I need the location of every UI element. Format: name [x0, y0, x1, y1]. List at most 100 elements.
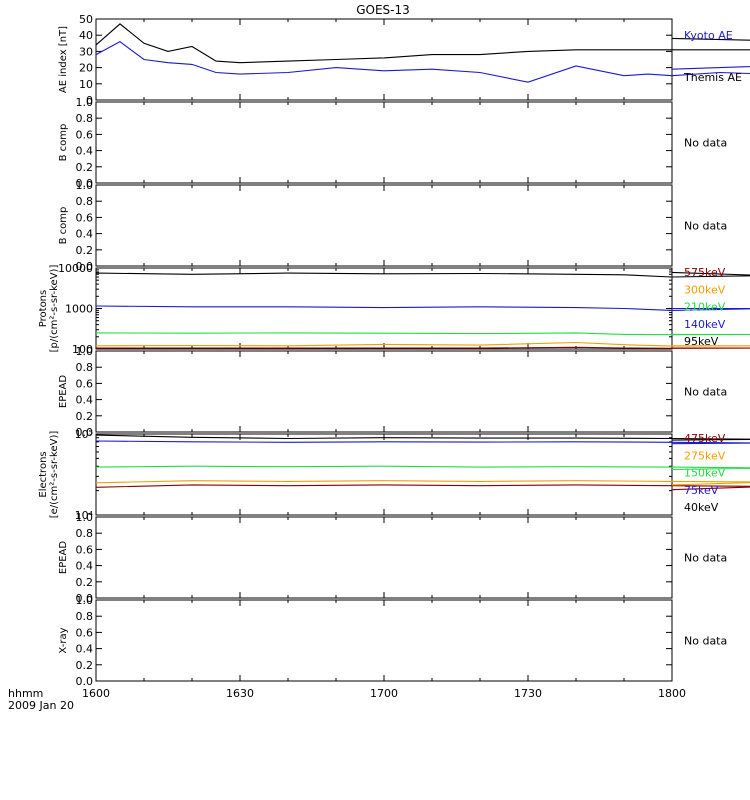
series-line-themis-ae	[95, 23, 750, 64]
x-tick-label: 1730	[514, 687, 542, 700]
series-line-95kev	[95, 271, 750, 278]
series-line-75kev	[95, 440, 750, 445]
legend-75kev: 75keV	[684, 484, 719, 497]
no-data-label: No data	[684, 137, 727, 150]
no-data-label: No data	[684, 635, 727, 648]
panel-frame	[95, 350, 673, 433]
y-tick-label: 1.0	[76, 511, 94, 524]
y-tick-label: 40	[79, 29, 93, 42]
y-tick-label: 10	[79, 78, 93, 91]
panel-xray: 0.0 0.2 0.4 0.6 0.8 1.0 X-ray No data	[58, 594, 727, 688]
legend-275kev: 275keV	[684, 449, 726, 462]
panel-ae: 0 10 20 30 40 50 AE index [nT] Kyoto AE Themis A…	[58, 13, 750, 107]
y-tick-label: 30	[79, 45, 93, 58]
panel-frame	[95, 101, 673, 184]
legend-themis-ae: Themis AE	[683, 71, 742, 84]
y-tick-label: 0.8	[76, 527, 94, 540]
no-data-label: No data	[684, 220, 727, 233]
legend-140kev: 140keV	[684, 318, 726, 331]
series-line-300kev	[95, 341, 750, 347]
legend-475kev: 475keV	[684, 432, 726, 445]
legend-575kev: 575keV	[684, 266, 726, 279]
panel-electrons: 10⁴ 10⁵ Electrons[e/(cm²-s-sr-keV)] 475keV 2…	[38, 428, 750, 522]
series-line-kyoto-ae	[95, 41, 750, 83]
y-tick-label: 10000	[58, 262, 93, 275]
series-line-575kev	[96, 346, 750, 349]
y-axis-label: X-ray	[58, 627, 69, 653]
panel-frame	[95, 18, 673, 101]
panel-frame	[95, 433, 673, 516]
y-tick-label: 0.6	[76, 626, 94, 639]
chart-title: GOES-13	[356, 3, 410, 17]
series-line-210kev	[95, 332, 750, 336]
y-tick-label: 0.8	[76, 112, 94, 125]
legend-210kev: 210keV	[684, 301, 726, 314]
date-label: 2009 Jan 20	[8, 699, 74, 712]
x-tick-label: 1800	[658, 687, 686, 700]
y-tick-label: 1000	[65, 303, 93, 316]
y-tick-label: 10⁴	[75, 509, 94, 522]
y-tick-label: 0.6	[76, 128, 94, 141]
legend-40kev: 40keV	[684, 501, 719, 514]
y-tick-label: 50	[79, 13, 93, 26]
y-axis-label: EPEAD	[58, 375, 69, 409]
time-unit-label: hhmm	[8, 687, 43, 700]
y-tick-label: 0.0	[76, 260, 94, 273]
y-tick-label: 100	[72, 343, 93, 356]
panel-frame	[95, 516, 673, 599]
y-tick-label: 0.2	[76, 659, 94, 672]
panel-epead1: 0.0 0.2 0.4 0.6 0.8 1.0 EPEAD No data	[58, 345, 727, 439]
panels: 0 10 20 30 40 50 AE index [nT] Kyoto AE Themis A…	[38, 13, 750, 688]
y-axis-label: EPEAD	[58, 541, 69, 575]
y-tick-label: 0.8	[76, 195, 94, 208]
y-tick-label: 0.4	[76, 394, 94, 407]
y-tick-label: 0.0	[76, 426, 94, 439]
y-tick-label: 0	[86, 94, 93, 107]
legend-kyoto-ae: Kyoto AE	[684, 29, 733, 42]
y-tick-label: 0.8	[76, 610, 94, 623]
y-tick-label: 0.6	[76, 543, 94, 556]
y-tick-label: 0.2	[76, 244, 94, 257]
series-line-40kev	[95, 434, 750, 441]
y-tick-label: 0.4	[76, 560, 94, 573]
legend-150kev: 150keV	[684, 467, 726, 480]
y-tick-label: 0.4	[76, 228, 94, 241]
series-line-150kev	[95, 465, 750, 471]
y-tick-label: 0.2	[76, 410, 94, 423]
panel-bcomp2: 0.0 0.2 0.4 0.6 0.8 1.0 B comp No data	[58, 179, 727, 273]
y-tick-label: 0.0	[76, 675, 94, 688]
legend-95kev: 95keV	[684, 335, 719, 348]
panel-frame	[95, 184, 673, 267]
y-tick-label: 0.4	[76, 145, 94, 158]
x-tick-label: 1630	[226, 687, 254, 700]
series-line-275kev	[95, 480, 750, 486]
y-tick-label: 20	[79, 62, 93, 75]
y-tick-label: 1.0	[76, 345, 94, 358]
y-tick-label: 10⁵	[75, 428, 93, 441]
y-tick-label: 1.0	[76, 594, 94, 607]
panel-bcomp1: 0.0 0.2 0.4 0.6 0.8 1.0 B comp No data	[58, 96, 727, 190]
y-tick-label: 1.0	[76, 96, 94, 109]
series-line-475kev	[95, 484, 750, 491]
y-axis-label: B comp	[58, 124, 69, 162]
x-tick-label: 1600	[82, 687, 110, 700]
y-tick-label: 0.6	[76, 211, 94, 224]
y-tick-label: 0.0	[76, 592, 94, 605]
legend-300kev: 300keV	[684, 283, 726, 296]
panel-epead2: 0.0 0.2 0.4 0.6 0.8 1.0 EPEAD No data	[58, 511, 727, 605]
y-tick-label: 0.4	[76, 643, 94, 656]
y-tick-label: 1.0	[76, 179, 94, 192]
y-tick-label: 0.2	[76, 576, 94, 589]
x-tick-label: 1700	[370, 687, 398, 700]
no-data-label: No data	[684, 552, 727, 565]
y-tick-label: 0.6	[76, 377, 94, 390]
no-data-label: No data	[684, 386, 727, 399]
y-axis-label: B comp	[58, 207, 69, 245]
series-line-140kev	[95, 305, 750, 311]
panel-frame	[95, 267, 673, 350]
y-axis-label: AE index [nT]	[58, 26, 69, 93]
y-axis-label: Electrons[e/(cm²-s-sr-keV)]	[38, 431, 60, 519]
